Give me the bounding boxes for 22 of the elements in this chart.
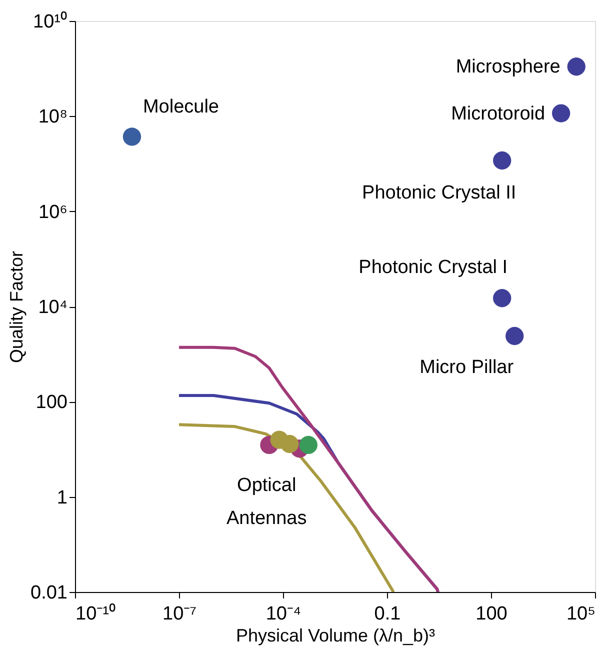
x-tick-label: 10⁻⁴ [266,604,302,624]
y-tick-label: 10⁸ [38,106,68,128]
x-tick-label: 10⁵ [566,604,596,624]
y-tick-label: 10⁶ [38,202,68,223]
annotation: Microtoroid [451,103,546,124]
y-tick-label: 1 [56,487,68,508]
y-tick-label: 0.01 [30,582,68,604]
x-axis-title: Physical Volume (λ/n_b)³ [236,626,436,646]
annotation: Micro Pillar [420,356,514,378]
x-tick-label: 10⁻¹⁰ [76,602,116,624]
annotation: Photonic Crystal I [358,257,508,278]
y-tick-label: 10¹⁰ [33,10,68,32]
x-tick-label: 10⁻⁷ [162,604,197,624]
annotation: Optical Antennas [226,474,307,529]
x-tick-label: 0.1 [374,604,401,624]
x-tick-label: 100 [476,604,508,624]
annotation: Molecule [142,96,219,118]
y-tick-label: 10⁴ [38,297,68,318]
annotation: Microsphere [456,56,560,78]
y-tick-label: 100 [36,392,68,414]
annotation: Photonic Crystal II [362,182,516,204]
y-axis-title: Quality Factor [6,250,27,364]
